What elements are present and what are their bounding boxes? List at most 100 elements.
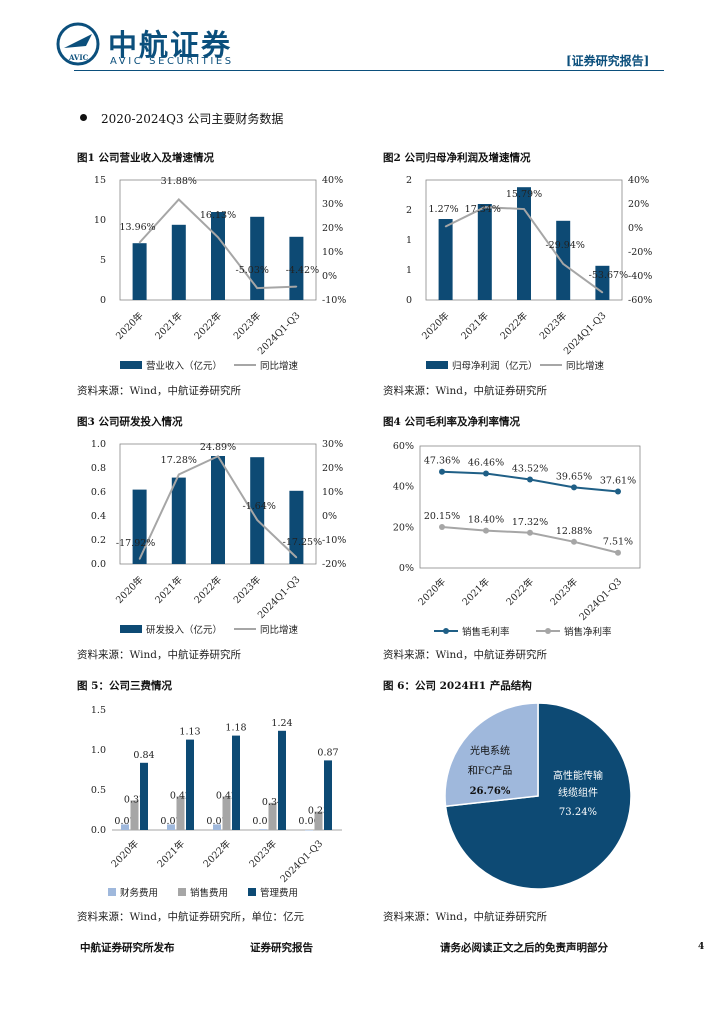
legend-swatch-marker	[443, 628, 449, 634]
legend-swatch-bars	[120, 361, 142, 369]
bar	[211, 212, 225, 300]
y-left-tick-label: 0	[100, 295, 106, 306]
growth-point	[138, 241, 141, 244]
growth-point	[295, 556, 298, 559]
series-point	[527, 476, 533, 483]
series-point	[439, 468, 445, 475]
page-number: 4	[698, 942, 705, 952]
bar	[130, 800, 139, 830]
figure-5-source: 资料来源：Wind，中航证券研究所，单位：亿元	[77, 911, 304, 923]
x-tick-label: 2022年	[201, 837, 234, 870]
data-label: 0.07	[160, 816, 181, 827]
data-label: 24.89%	[200, 442, 236, 453]
pie-label: 光电系统	[470, 744, 510, 757]
data-label: 31.88%	[161, 176, 197, 187]
y-left-tick-label: 0.4	[91, 511, 106, 522]
x-tick-label: 2023年	[231, 309, 264, 342]
chart-net-profit: 0 1 1 2 2 -60% -40% -20% 0% 20% 40% 1.27% 17.34% 15.7…	[406, 175, 652, 372]
x-tick-label: 2020年	[113, 309, 146, 342]
series-point	[439, 524, 445, 531]
y-right-tick-label: 30%	[322, 199, 343, 210]
y-tick-label: 0%	[399, 563, 414, 574]
x-tick-label: 2022年	[498, 309, 531, 342]
data-label: -4.42%	[286, 265, 319, 276]
bar	[517, 187, 531, 300]
x-tick-label: 2024Q1-Q3	[562, 310, 609, 357]
data-label: 1.27%	[429, 204, 459, 215]
x-tick-label: 2024Q1-Q3	[256, 310, 303, 357]
x-tick-label: 2024Q1-Q3	[256, 574, 303, 621]
bar	[305, 830, 313, 831]
chart-rnd: 0.0 0.2 0.4 0.6 0.8 1.0 -20% -10% 0% 10% 20% 30% -17…	[91, 439, 346, 636]
legend-swatch-bars	[426, 361, 448, 369]
figure-4-title: 图4 公司毛利率及净利率情况	[383, 416, 520, 428]
x-tick-label: 2022年	[192, 573, 225, 606]
data-label: 0.34	[262, 797, 283, 808]
y-right-tick-label: 10%	[322, 487, 343, 498]
x-tick-label: 2023年	[548, 575, 581, 608]
legend-label: 同比增速	[260, 624, 299, 636]
growth-point	[484, 206, 486, 208]
y-left-tick-label: 15	[94, 175, 106, 186]
chart-margins: 0% 20% 40% 60% 47.36% 46.46% 43.52% 39.65% 37.61…	[393, 441, 641, 638]
y-left-tick-label: 5	[100, 255, 106, 266]
bar	[477, 204, 492, 300]
growth-point	[601, 291, 604, 294]
data-label: 18.40%	[468, 515, 504, 526]
data-label: 17.34%	[465, 204, 501, 215]
plot-frame	[419, 445, 641, 569]
growth-point	[444, 225, 447, 228]
x-tick-label: 2021年	[155, 837, 188, 870]
data-label: 1.18	[225, 723, 246, 734]
y-left-tick-label: 2	[406, 205, 412, 216]
y-left-tick-label: 2	[406, 175, 412, 186]
x-tick-label: 2021年	[153, 573, 186, 606]
company-logo: AVIC	[56, 22, 100, 66]
x-tick-label: 2020年	[416, 575, 449, 608]
figure-2-source: 资料来源：Wind，中航证券研究所	[383, 385, 547, 397]
y-tick-label: 20%	[393, 522, 414, 533]
bar	[278, 730, 286, 830]
y-right-tick-label: 10%	[322, 247, 343, 258]
x-tick-label: 2023年	[537, 309, 570, 342]
data-label: 0.37	[124, 794, 145, 805]
bar	[324, 760, 332, 830]
bar	[556, 220, 571, 300]
bar	[167, 824, 175, 830]
y-right-tick-label: -20%	[322, 559, 346, 570]
bar	[250, 457, 265, 564]
report-tag: [证券研究报告]	[566, 54, 650, 68]
legend-label: 管理费用	[260, 887, 298, 899]
legend-label: 归母净利润（亿元）	[452, 360, 538, 372]
growth-point	[256, 287, 258, 289]
data-label: 46.46%	[468, 458, 504, 469]
section-title: 2020-2024Q3 公司主要财务数据	[101, 112, 284, 126]
bar	[132, 243, 147, 300]
data-label: -17.92%	[116, 538, 155, 549]
series-point	[615, 488, 621, 495]
series-point	[483, 470, 489, 477]
growth-point	[138, 558, 141, 560]
legend-label: 销售费用	[190, 887, 228, 899]
data-label: -17.25%	[283, 537, 322, 548]
y-left-tick-label: 1.0	[91, 439, 106, 450]
x-tick-label: 2024Q1-Q3	[577, 576, 624, 623]
figure-5-title: 图 5：公司三费情况	[77, 680, 172, 692]
figure-2-title: 图2 公司归母净利润及增速情况	[383, 152, 531, 164]
pie-label: 和FC产品	[468, 764, 513, 777]
y-right-tick-label: -20%	[628, 247, 652, 258]
figure-6-title: 图 6：公司 2024H1 产品结构	[383, 680, 532, 692]
data-label: 20.15%	[424, 511, 460, 522]
data-label: 0.87	[317, 747, 338, 758]
logo-emblem-icon: AVIC	[56, 22, 100, 66]
pie-slice	[444, 702, 539, 808]
y-tick-label: 40%	[393, 482, 414, 493]
bullet-icon	[80, 114, 87, 121]
bar	[289, 236, 304, 300]
legend-label: 同比增速	[566, 360, 605, 372]
legend-swatch-marker	[545, 628, 551, 634]
data-label: 0.84	[133, 750, 154, 761]
data-label: 7.51%	[603, 537, 633, 548]
y-left-tick-label: 10	[94, 215, 106, 226]
